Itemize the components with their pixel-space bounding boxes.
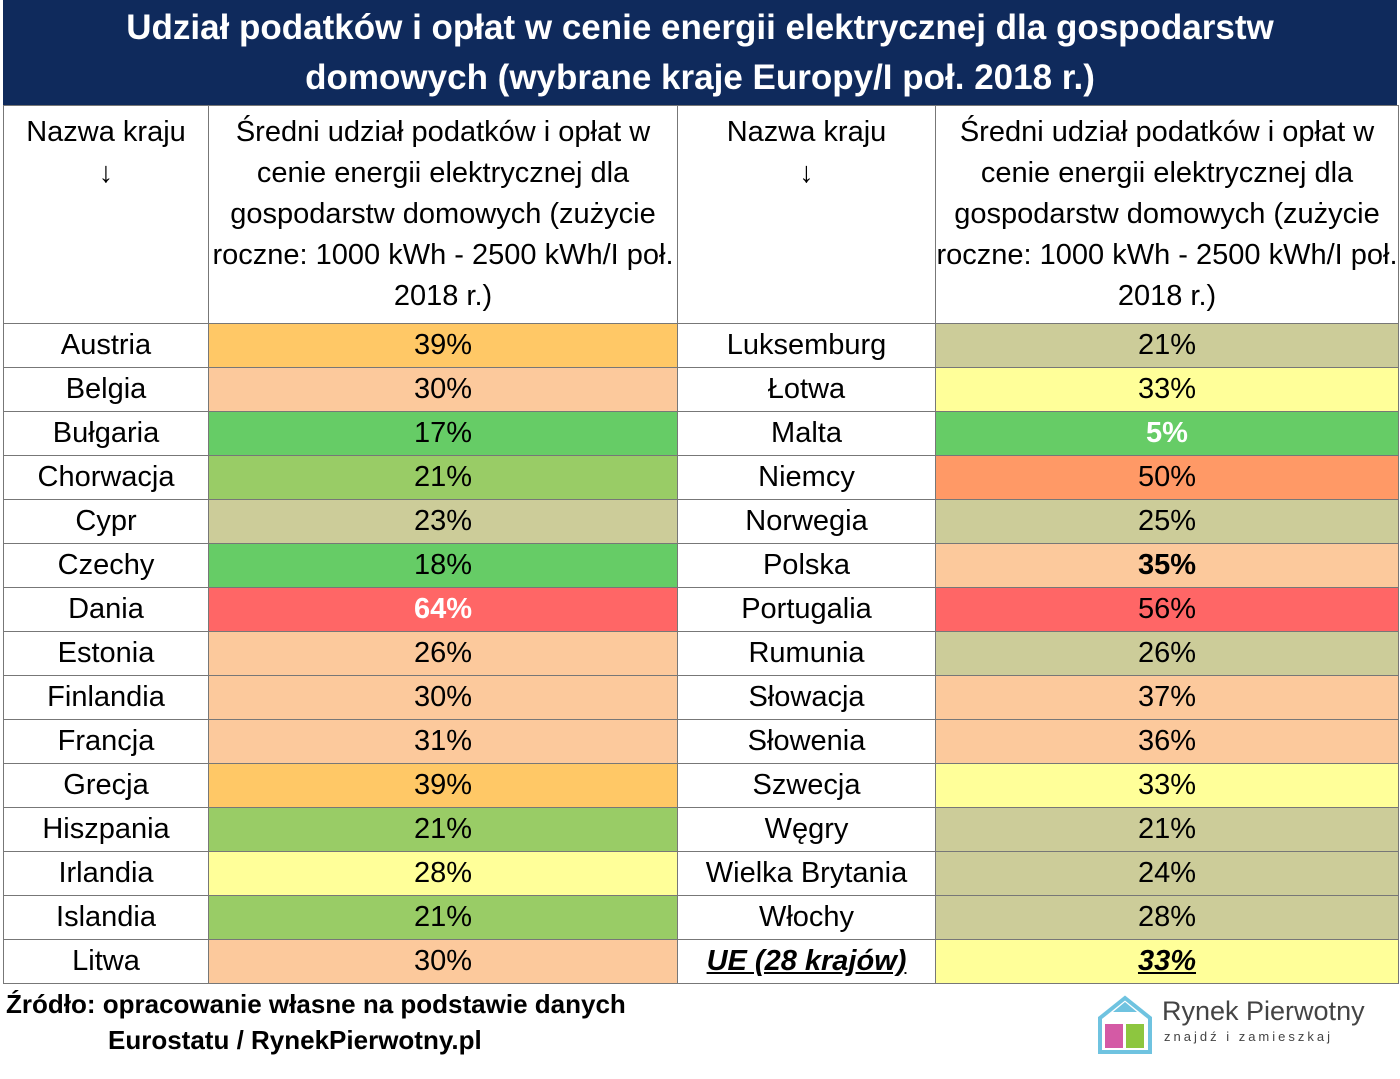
country-name: Słowenia xyxy=(677,719,936,764)
column-header: Nazwa kraju ↓ xyxy=(3,105,209,324)
table-row: Estonia 26% Rumunia 26% xyxy=(3,631,1399,676)
logo-icon xyxy=(1098,995,1152,1054)
tax-share: 31% xyxy=(208,719,678,764)
table-row: Finlandia 30% Słowacja 37% xyxy=(3,675,1399,720)
tax-share: 37% xyxy=(935,675,1399,720)
logo-name: Rynek Pierwotny xyxy=(1162,996,1365,1026)
title: Udział podatków i opłat w cenie energii … xyxy=(3,0,1397,105)
tax-share: 39% xyxy=(208,323,678,368)
tax-share: 64% xyxy=(208,587,678,632)
country-name: Francja xyxy=(3,719,209,764)
country-name: Niemcy xyxy=(677,455,936,500)
tax-share: 36% xyxy=(935,719,1399,764)
country-name: Dania xyxy=(3,587,209,632)
country-name: Malta xyxy=(677,411,936,456)
source-line: Źródło: opracowanie własne na podstawie … xyxy=(6,989,626,1019)
country-name: UE (28 krajów) xyxy=(677,939,936,984)
table-row: Hiszpania 21% Węgry 21% xyxy=(3,807,1399,852)
column-header: Średni udział podatków i opłat w cenie e… xyxy=(208,105,678,324)
country-name: Cypr xyxy=(3,499,209,544)
tax-share: 26% xyxy=(208,631,678,676)
tax-share: 21% xyxy=(208,895,678,940)
country-name: Polska xyxy=(677,543,936,588)
tax-share: 39% xyxy=(208,763,678,808)
table-head: Nazwa kraju ↓ Średni udział podatków i o… xyxy=(3,105,1399,324)
country-name: Rumunia xyxy=(677,631,936,676)
tax-share: 24% xyxy=(935,851,1399,896)
tax-share: 33% xyxy=(935,367,1399,412)
country-name: Irlandia xyxy=(3,851,209,896)
country-name: Włochy xyxy=(677,895,936,940)
country-name: Bułgaria xyxy=(3,411,209,456)
column-header: Nazwa kraju ↓ xyxy=(677,105,936,324)
tax-share: 18% xyxy=(208,543,678,588)
tax-share: 26% xyxy=(935,631,1399,676)
table-row: Irlandia 28% Wielka Brytania 24% xyxy=(3,851,1399,896)
country-name: Belgia xyxy=(3,367,209,412)
tax-share: 5% xyxy=(935,411,1399,456)
country-name: Portugalia xyxy=(677,587,936,632)
table-row: Belgia 30% Łotwa 33% xyxy=(3,367,1399,412)
tax-share: 21% xyxy=(208,807,678,852)
source-note: Źródło: opracowanie własne na podstawie … xyxy=(6,986,626,1058)
tax-share: 17% xyxy=(208,411,678,456)
tax-share: 21% xyxy=(208,455,678,500)
table-row: Austria 39% Luksemburg 21% xyxy=(3,323,1399,368)
tax-share: 33% xyxy=(935,763,1399,808)
tax-share: 30% xyxy=(208,939,678,984)
country-name: Wielka Brytania xyxy=(677,851,936,896)
tax-share: 30% xyxy=(208,367,678,412)
header-row: Nazwa kraju ↓ Średni udział podatków i o… xyxy=(3,105,1399,324)
country-name: Islandia xyxy=(3,895,209,940)
country-name: Estonia xyxy=(3,631,209,676)
table-row: Litwa 30% UE (28 krajów) 33% xyxy=(3,939,1399,984)
table-row: Chorwacja 21% Niemcy 50% xyxy=(3,455,1399,500)
country-name: Węgry xyxy=(677,807,936,852)
country-name: Austria xyxy=(3,323,209,368)
table-row: Grecja 39% Szwecja 33% xyxy=(3,763,1399,808)
tax-table: Nazwa kraju ↓ Średni udział podatków i o… xyxy=(3,105,1399,984)
tax-share: 25% xyxy=(935,499,1399,544)
column-header: Średni udział podatków i opłat w cenie e… xyxy=(935,105,1399,324)
table-row: Cypr 23% Norwegia 25% xyxy=(3,499,1399,544)
table-row: Islandia 21% Włochy 28% xyxy=(3,895,1399,940)
tax-share: 21% xyxy=(935,807,1399,852)
country-name: Chorwacja xyxy=(3,455,209,500)
tax-share: 30% xyxy=(208,675,678,720)
tax-share: 28% xyxy=(935,895,1399,940)
country-name: Litwa xyxy=(3,939,209,984)
country-name: Grecja xyxy=(3,763,209,808)
tax-share: 50% xyxy=(935,455,1399,500)
country-name: Czechy xyxy=(3,543,209,588)
country-name: Finlandia xyxy=(3,675,209,720)
table-row: Bułgaria 17% Malta 5% xyxy=(3,411,1399,456)
country-name: Szwecja xyxy=(677,763,936,808)
logo-tagline: znajdź i zamieszkaj xyxy=(1164,1029,1333,1044)
country-name: Łotwa xyxy=(677,367,936,412)
source-line: Eurostatu / RynekPierwotny.pl xyxy=(108,1025,482,1055)
country-name: Hiszpania xyxy=(3,807,209,852)
tax-share: 28% xyxy=(208,851,678,896)
tax-share: 56% xyxy=(935,587,1399,632)
country-name: Luksemburg xyxy=(677,323,936,368)
country-name: Norwegia xyxy=(677,499,936,544)
table-row: Dania 64% Portugalia 56% xyxy=(3,587,1399,632)
tax-share: 33% xyxy=(935,939,1399,984)
table-row: Czechy 18% Polska 35% xyxy=(3,543,1399,588)
tax-share: 35% xyxy=(935,543,1399,588)
tax-share: 23% xyxy=(208,499,678,544)
country-name: Słowacja xyxy=(677,675,936,720)
tax-share: 21% xyxy=(935,323,1399,368)
table-body: Austria 39% Luksemburg 21% Belgia 30% Łotwa 33%… xyxy=(3,323,1399,984)
table-row: Francja 31% Słowenia 36% xyxy=(3,719,1399,764)
